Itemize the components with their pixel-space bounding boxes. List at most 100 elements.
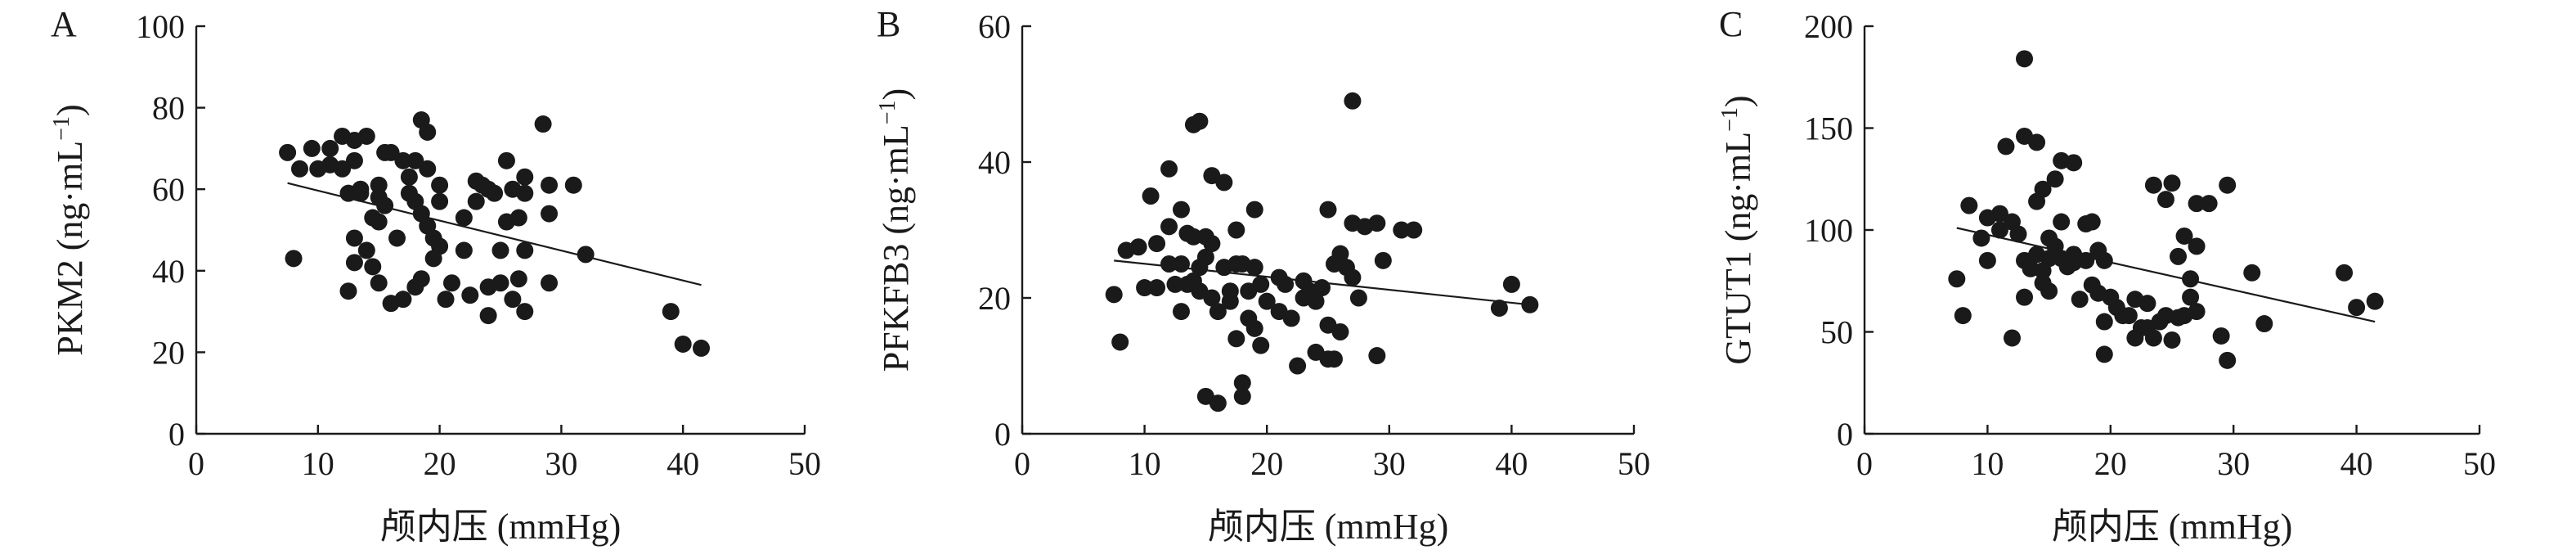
data-point [352,184,370,202]
data-point [370,213,388,231]
x-tick-label: 30 [2217,445,2250,482]
data-point [541,274,559,292]
data-point [2348,299,2366,317]
data-point [357,127,375,145]
data-point [1521,295,1539,313]
data-point [2163,331,2181,349]
data-point [1972,229,1990,247]
data-point [1184,228,1202,246]
data-point [2003,329,2021,347]
y-axis-label: GTUT1 (ng·mL−1) [1717,95,1758,364]
data-point [1136,279,1154,297]
data-point [577,246,595,264]
data-point [1160,218,1178,236]
data-point [1349,289,1367,307]
data-point [1405,221,1423,239]
data-point [1252,275,1270,293]
data-point [382,143,400,161]
data-point [303,139,321,157]
data-point [431,237,449,255]
data-point [406,151,424,169]
data-point [285,250,303,268]
y-axis-label-superscript: −1 [1717,107,1743,132]
data-point [1203,235,1221,253]
data-point [1196,248,1214,266]
panel-label: A [51,4,77,44]
data-point [1172,201,1190,219]
data-point [541,205,559,223]
y-axis-label-main: PFKFB3 (ng·mL [876,124,916,372]
panel-label: C [1719,4,1743,44]
data-point [2182,270,2200,288]
y-axis-label-end: ) [50,104,90,116]
data-point [1954,307,1972,325]
y-tick-label: 20 [978,280,1011,317]
x-tick-label: 20 [1250,445,1283,482]
data-point [516,241,534,259]
y-tick-label: 0 [168,416,185,453]
data-point [1148,279,1166,297]
y-tick-label: 40 [978,144,1011,181]
x-axis-label: 颅内压 (mmHg) [380,507,622,547]
data-point [693,339,711,357]
data-point [2188,303,2206,321]
data-point [486,184,504,202]
y-tick-label: 60 [152,171,185,208]
trend-line [1956,227,2376,323]
data-point [1252,336,1270,354]
data-point [1393,221,1411,239]
data-point [455,209,473,227]
data-point [334,160,352,178]
data-point [2170,247,2188,265]
y-tick-label: 100 [1804,212,1853,249]
data-point [1233,374,1251,392]
data-point [2077,251,2095,269]
data-point [1245,319,1263,337]
data-point [1227,330,1245,348]
data-point [455,241,473,259]
data-point [1374,251,1392,269]
x-tick-label: 10 [1971,445,2004,482]
data-point [1160,160,1178,178]
x-tick-label: 50 [2463,445,2496,482]
data-point [2016,50,2034,68]
data-point [1245,201,1263,219]
data-point [1172,255,1190,273]
data-point [2200,195,2218,213]
y-axis-label-end: ) [1718,95,1758,107]
x-tick-label: 50 [1618,445,1650,482]
data-point [419,160,437,178]
data-point [1209,394,1227,412]
data-point [2336,264,2354,282]
data-point [1258,292,1276,310]
x-tick-label: 10 [1129,445,1161,482]
data-point [1490,299,1508,317]
data-point [516,168,534,186]
data-point [370,176,388,194]
data-point [1368,214,1386,232]
data-point [2083,213,2101,231]
data-point [442,274,460,292]
x-tick-label: 20 [2094,445,2127,482]
y-axis-label-main: GTUT1 (ng·mL [1718,132,1758,365]
x-tick-label: 40 [2340,445,2373,482]
data-point [2188,237,2206,255]
data-point [2120,307,2138,325]
data-point [1105,286,1123,304]
x-tick-label: 40 [666,445,699,482]
data-point [2144,176,2162,194]
data-point [419,123,437,141]
data-point [394,291,412,309]
data-point [1978,251,1996,269]
data-point [2028,133,2046,151]
data-point [1227,221,1245,239]
data-point [2016,288,2034,306]
data-point [1344,268,1362,286]
data-point [479,307,497,325]
data-point [1289,357,1307,375]
data-point [516,303,534,321]
y-tick-label: 20 [152,334,185,371]
data-point [1319,201,1337,219]
y-axis-label-superscript: −1 [875,100,900,124]
